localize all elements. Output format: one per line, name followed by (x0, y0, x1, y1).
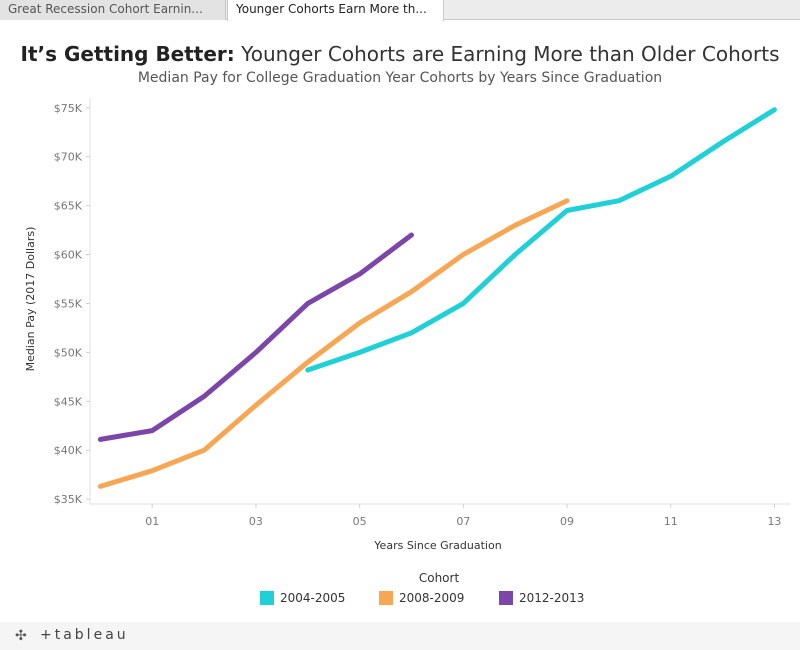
legend-label-2004-2005: 2004-2005 (280, 591, 346, 605)
x-tick-label: 13 (767, 515, 781, 528)
x-tick-label: 05 (353, 515, 367, 528)
tab-younger-cohorts[interactable]: Younger Cohorts Earn More th... (227, 0, 444, 21)
y-tick-label: $40K (54, 444, 83, 457)
legend-label-2012-2013: 2012-2013 (519, 591, 585, 605)
series-line-2008-2009[interactable] (97, 198, 570, 489)
chart-title: It’s Getting Better: Younger Cohorts are… (0, 42, 800, 66)
sheet-tab-bar: Great Recession Cohort Earnin... Younger… (0, 0, 800, 21)
y-tick-label: $55K (54, 297, 83, 310)
line-chart: $35K $40K $45K $50K $55K $60K $65K $70K $75K 01 03… (24, 98, 790, 552)
legend-label-2008-2009: 2008-2009 (399, 591, 465, 605)
chart-title-bold: It’s Getting Better: (20, 42, 235, 66)
y-tick-label: $60K (54, 249, 83, 262)
tableau-logo-text[interactable]: +tableau (40, 627, 129, 643)
legend-title: Cohort (418, 571, 460, 585)
series-line-2004-2005[interactable] (305, 107, 777, 373)
legend-swatch-2008-2009 (379, 591, 393, 605)
y-tick-label: $50K (54, 346, 83, 359)
legend-swatch-2012-2013 (499, 591, 513, 605)
y-tick-label: $70K (54, 151, 83, 164)
series-line-2012-2013[interactable] (97, 232, 414, 442)
legend-swatch-2004-2005 (260, 591, 274, 605)
x-tick-label: 09 (560, 515, 574, 528)
footer-bar: ✣ +tableau (0, 622, 800, 650)
x-tick-label: 03 (249, 515, 263, 528)
y-axis-title: Median Pay (2017 Dollars) (24, 227, 37, 372)
x-tick-label: 01 (145, 515, 159, 528)
y-tick-label: $45K (54, 395, 83, 408)
y-tick-label: $65K (54, 200, 83, 213)
x-axis-title: Years Since Graduation (373, 539, 501, 552)
chart-subtitle: Median Pay for College Graduation Year C… (137, 70, 663, 86)
y-tick-label: $75K (54, 102, 83, 115)
chart-title-rest: Younger Cohorts are Earning More than Ol… (234, 42, 780, 66)
x-tick-label: 11 (664, 515, 678, 528)
tableau-logo-icon[interactable]: ✣ (15, 628, 27, 644)
tab-great-recession-cohort[interactable]: Great Recession Cohort Earnin... (0, 0, 226, 20)
x-tick-label: 07 (456, 515, 470, 528)
y-tick-label: $35K (54, 493, 83, 506)
